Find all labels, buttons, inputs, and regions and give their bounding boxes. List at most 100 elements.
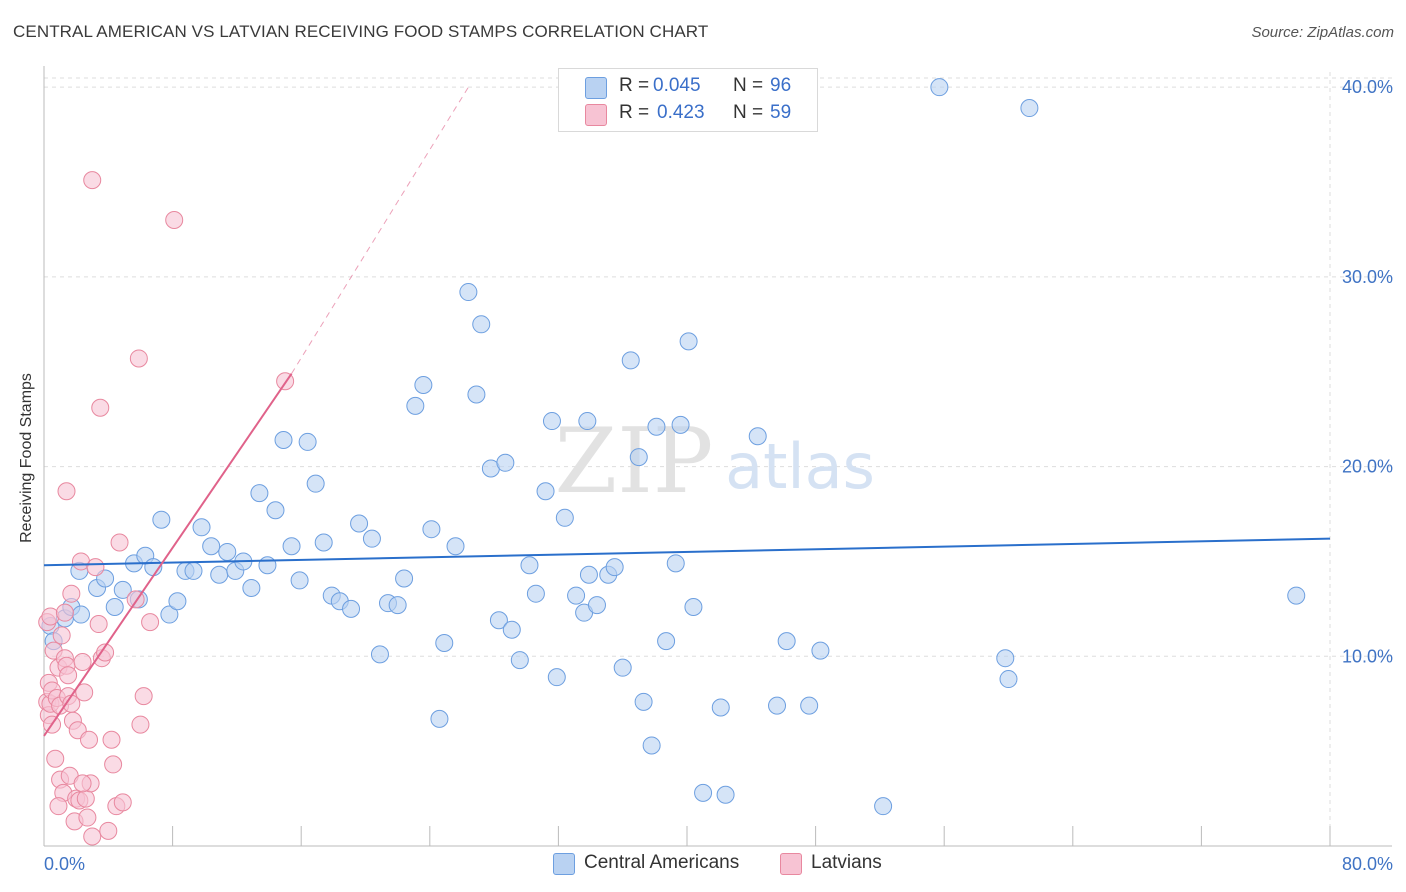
data-point [768, 696, 787, 715]
data-point [748, 427, 767, 446]
data-point [102, 730, 121, 749]
data-point [129, 349, 148, 368]
data-point [684, 597, 703, 616]
data-point [679, 332, 698, 351]
data-point [210, 565, 229, 584]
data-point [634, 692, 653, 711]
data-point [811, 641, 830, 660]
data-point [91, 398, 110, 417]
data-point [350, 514, 369, 533]
data-point [83, 171, 102, 190]
data-point [192, 518, 211, 537]
data-point [666, 554, 685, 573]
data-point [510, 651, 529, 670]
data-point [996, 649, 1015, 668]
data-point [184, 561, 203, 580]
data-point [49, 797, 68, 816]
data-point [642, 736, 661, 755]
series-latvians [38, 171, 295, 846]
data-point [999, 670, 1018, 689]
data-point [202, 537, 221, 556]
legend-r-label: R = [619, 102, 650, 123]
data-point [1020, 99, 1039, 118]
data-point [414, 376, 433, 395]
data-point [342, 599, 361, 618]
bottom-legend-swatch-blue [553, 853, 575, 875]
data-point [388, 596, 407, 615]
source-attribution: Source: ZipAtlas.com [1251, 24, 1394, 41]
legend-swatch-pink [585, 104, 607, 126]
data-point [496, 453, 515, 472]
legend-r-value: 0.423 [657, 102, 705, 123]
data-point [110, 533, 129, 552]
bottom-legend-label: Latvians [811, 852, 882, 873]
gridlines [44, 72, 1392, 846]
data-point [78, 808, 97, 827]
data-point [459, 283, 478, 302]
data-point [605, 558, 624, 577]
tick-labels: 10.0% 20.0% 30.0% 40.0% 0.0% 80.0% [44, 77, 1393, 874]
y-tick-label: 20.0% [1342, 457, 1393, 477]
data-point [777, 632, 796, 651]
data-point [587, 596, 606, 615]
data-point [370, 645, 389, 664]
data-point [52, 626, 71, 645]
data-point [62, 584, 81, 603]
data-point [694, 783, 713, 802]
data-point [290, 571, 309, 590]
trend-line-central-americans [43, 537, 1331, 567]
data-point [930, 78, 949, 97]
data-point [218, 542, 237, 561]
legend-n-value: 96 [770, 75, 792, 96]
data-point [73, 652, 92, 671]
data-point [467, 385, 486, 404]
data-point [446, 537, 465, 556]
data-point [105, 597, 124, 616]
data-point [86, 558, 105, 577]
watermark-atlas: atlas [725, 430, 875, 503]
data-point [80, 730, 99, 749]
data-point [1287, 586, 1306, 605]
data-point [168, 592, 187, 611]
data-point [362, 529, 381, 548]
series-central-americans [41, 78, 1306, 816]
data-point [59, 666, 78, 685]
data-point [547, 668, 566, 687]
data-point [83, 827, 102, 846]
data-point [258, 556, 277, 575]
data-point [298, 432, 317, 451]
bottom-legend-label: Central Americans [584, 852, 740, 873]
data-point [613, 658, 632, 677]
data-point [536, 482, 555, 501]
trend-line-latvians-extension [291, 86, 469, 374]
legend-n-label: N = [733, 75, 764, 96]
data-point [113, 580, 132, 599]
data-point [874, 797, 893, 816]
data-point [134, 687, 153, 706]
axes [43, 66, 1392, 847]
data-point [306, 474, 325, 493]
data-point [711, 698, 730, 717]
y-tick-label: 10.0% [1342, 646, 1393, 666]
data-point [113, 793, 132, 812]
data-point [266, 501, 285, 520]
data-point [422, 520, 441, 539]
data-point [472, 315, 491, 334]
y-tick-label: 40.0% [1342, 77, 1393, 97]
data-point [96, 643, 115, 662]
data-point [99, 821, 118, 840]
data-point [406, 396, 425, 415]
data-point [152, 510, 171, 529]
data-point [73, 774, 92, 793]
data-point [242, 579, 261, 597]
data-point [502, 620, 521, 639]
data-point [716, 785, 735, 804]
data-point [555, 508, 574, 527]
data-point [46, 749, 65, 768]
data-point [657, 632, 676, 651]
data-point [57, 482, 76, 501]
data-point [165, 210, 184, 229]
data-point [567, 586, 586, 605]
data-point [75, 683, 94, 702]
